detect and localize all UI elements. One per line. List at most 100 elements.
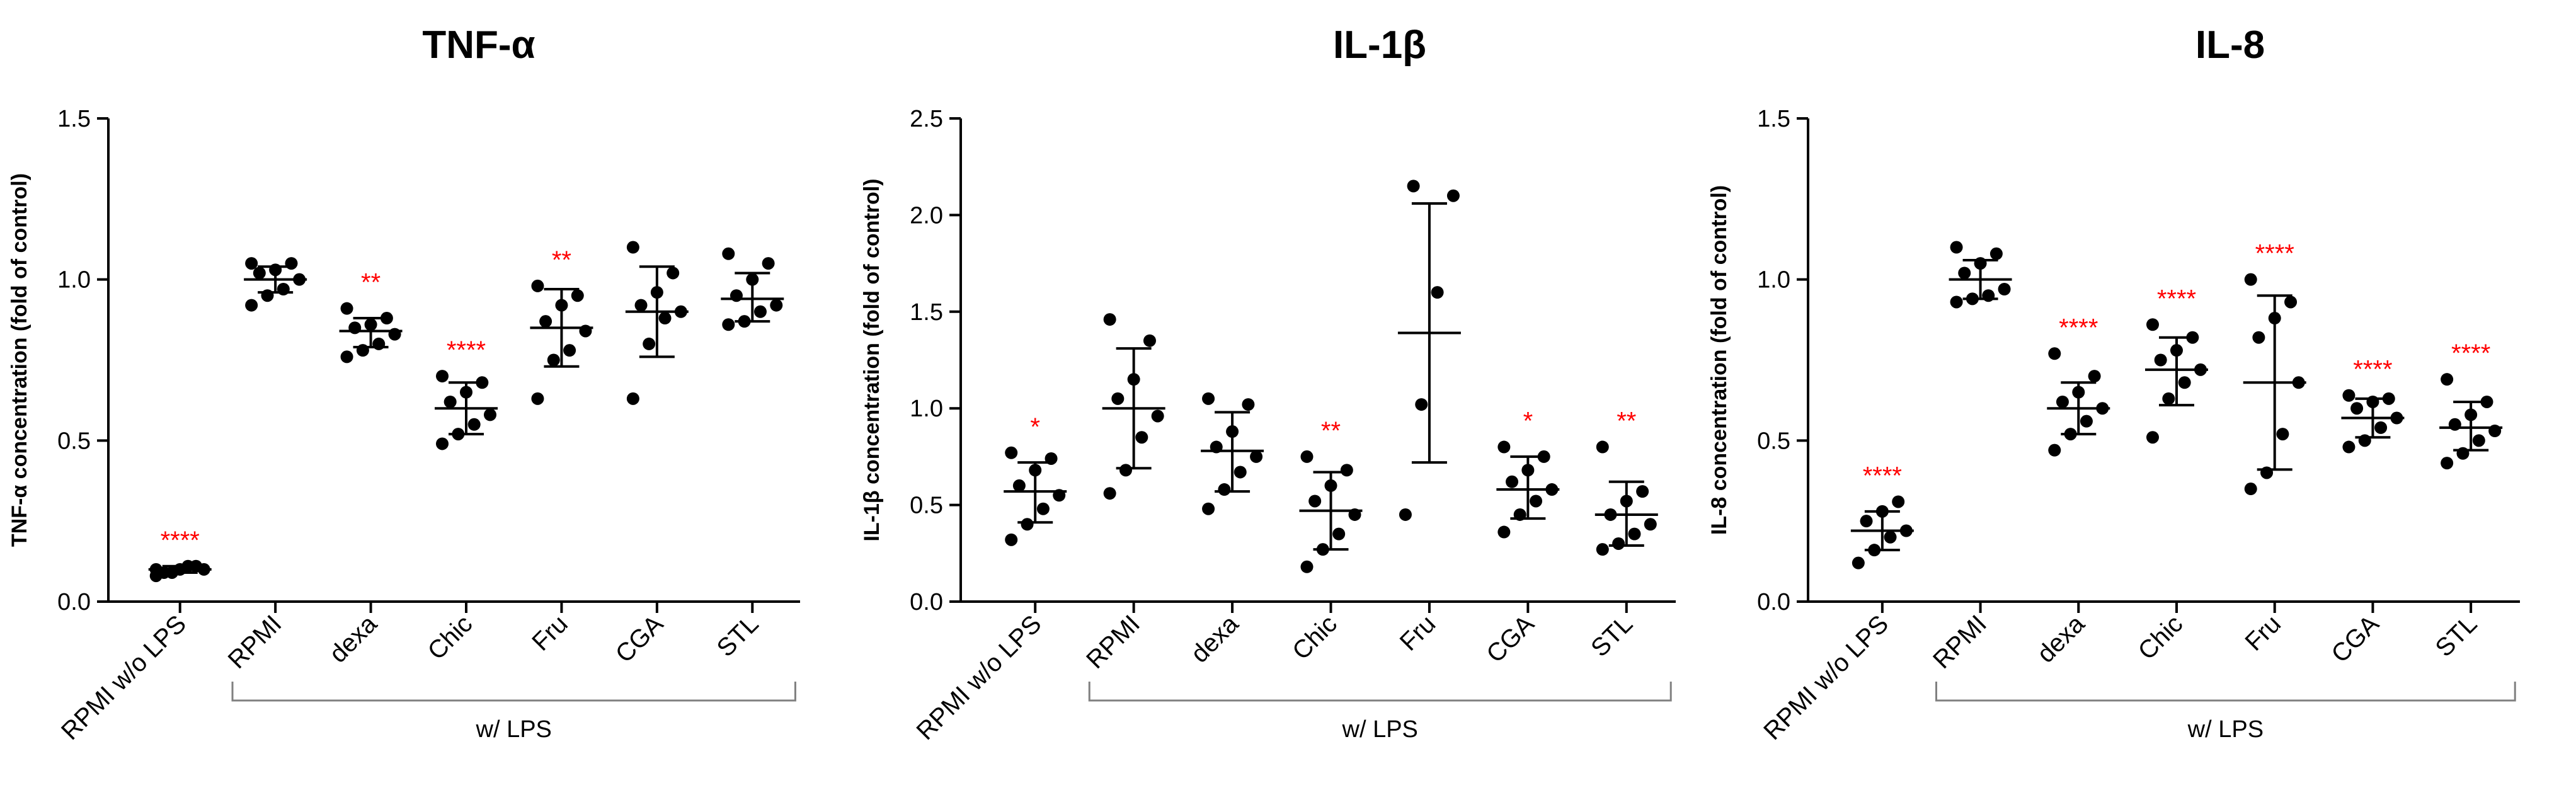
data-point: [531, 392, 544, 405]
data-point: [2252, 331, 2265, 344]
data-point: [245, 299, 258, 312]
chart-title: IL-1β: [1333, 23, 1426, 67]
x-tick-label: RPMI: [223, 610, 287, 674]
data-point: [1218, 483, 1231, 496]
data-point: [634, 299, 648, 312]
data-point: [1202, 392, 1215, 405]
y-tick-label: 0.5: [57, 428, 91, 454]
data-point: [245, 257, 258, 270]
data-group: dexa: [1186, 392, 1264, 668]
data-group: CGA ****: [2326, 356, 2405, 668]
data-point: [1300, 560, 1314, 573]
y-tick-label: 1.5: [57, 106, 91, 132]
data-point: [2284, 295, 2298, 309]
y-tick-label: 2.0: [910, 202, 943, 229]
data-point: [2244, 273, 2257, 286]
y-tick-label: 0.0: [910, 589, 943, 615]
data-point: [1119, 464, 1132, 477]
data-point: [1497, 525, 1511, 539]
data-point: [753, 305, 767, 318]
lps-bracket: [1088, 682, 1672, 702]
x-tick-label: CGA: [2326, 610, 2384, 668]
y-tick-label: 0.5: [910, 493, 943, 519]
significance-label: ****: [2255, 240, 2294, 268]
data-point: [1446, 189, 1460, 202]
x-tick-label: CGA: [1481, 610, 1540, 668]
data-point: [436, 370, 449, 383]
data-point: [253, 266, 266, 280]
data-point: [1958, 266, 1971, 280]
x-tick-label: dexa: [2032, 610, 2090, 668]
data-point: [2350, 402, 2364, 415]
data-group: STL ****: [2430, 340, 2503, 662]
data-point: [667, 266, 680, 280]
data-group: Chic **: [1287, 417, 1363, 665]
lps-bracket-label: w/ LPS: [1342, 716, 1418, 743]
significance-label: *: [1030, 413, 1040, 441]
data-point: [2178, 376, 2191, 389]
significance-label: **: [361, 269, 381, 297]
data-point: [1103, 487, 1116, 500]
data-point: [2441, 373, 2454, 386]
y-tick-label: 0.0: [1757, 589, 1790, 615]
chart-title: IL-8: [2195, 23, 2265, 67]
data-point: [2146, 431, 2159, 444]
data-point: [539, 315, 552, 328]
significance-label: ****: [161, 527, 200, 554]
data-point: [1234, 466, 1247, 479]
data-point: [149, 569, 163, 583]
data-point: [2162, 392, 2175, 405]
y-tick-label: 2.5: [910, 106, 943, 132]
data-point: [1497, 440, 1511, 454]
x-tick-label: dexa: [1186, 610, 1244, 668]
data-point: [1340, 464, 1353, 477]
x-tick-label: STL: [2430, 610, 2483, 662]
data-point: [1143, 334, 1156, 347]
data-group: Fru ****: [2240, 240, 2306, 656]
data-point: [2048, 443, 2061, 457]
y-axis-label: IL-1β concentration (fold of control): [860, 178, 884, 541]
data-point: [2244, 483, 2257, 496]
data-point: [2472, 434, 2485, 447]
chart-title: TNF-α: [422, 23, 535, 67]
data-point: [2441, 457, 2454, 470]
y-tick-label: 0.5: [1757, 428, 1790, 454]
x-tick-label: CGA: [610, 610, 669, 668]
data-point: [1103, 313, 1116, 326]
lps-bracket-label: w/ LPS: [2187, 716, 2264, 743]
data-point: [1950, 295, 1963, 309]
data-point: [1596, 543, 1609, 556]
data-group: Fru: [1395, 180, 1461, 656]
significance-label: **: [1321, 417, 1341, 445]
chart-panel-1: TNF-α 0.0 0.5 1.0 1.5 TNF-α concentration (fo…: [8, 23, 800, 745]
data-point: [1300, 450, 1314, 463]
y-tick-label: 1.5: [1757, 106, 1790, 132]
data-point: [626, 241, 639, 254]
data-point: [770, 299, 783, 312]
data-point: [563, 344, 576, 357]
data-group: CGA: [610, 241, 689, 668]
data-point: [1612, 537, 1625, 550]
data-point: [2276, 428, 2289, 441]
lps-bracket: [231, 682, 796, 702]
data-group: STL: [712, 247, 784, 662]
data-point: [643, 337, 656, 350]
data-point: [1407, 180, 1420, 193]
data-point: [1431, 286, 1444, 299]
data-group: Chic ****: [423, 336, 498, 665]
significance-label: *: [1523, 408, 1533, 435]
data-point: [1998, 283, 2011, 296]
data-point: [2088, 370, 2101, 383]
y-tick-label: 0.0: [57, 589, 91, 615]
data-point: [571, 289, 584, 302]
data-group: RPMI w/o LPS ****: [56, 527, 212, 745]
data-group: RPMI: [223, 257, 307, 674]
data-point: [658, 312, 672, 325]
data-point: [444, 395, 457, 408]
data-group: RPMI: [1928, 241, 2012, 674]
data-point: [1892, 495, 1905, 508]
data-point: [1399, 508, 1412, 521]
data-point: [340, 302, 353, 315]
data-point: [1151, 409, 1164, 423]
